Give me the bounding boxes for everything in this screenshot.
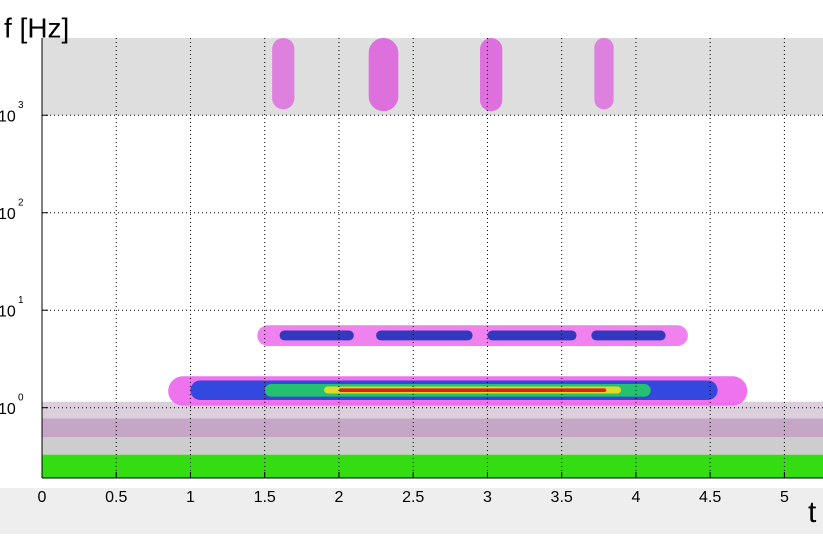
x-tick-label: 0.5 xyxy=(105,489,127,506)
spectral-feature xyxy=(591,330,666,341)
y-tick-exponent: 1 xyxy=(18,295,24,306)
y-tick-label: 10 xyxy=(0,206,16,223)
x-tick-label: 1 xyxy=(186,489,195,506)
spectral-feature xyxy=(42,437,823,455)
x-tick-label: 3 xyxy=(483,489,492,506)
x-tick-label: 0 xyxy=(38,489,47,506)
spectral-feature xyxy=(42,418,823,438)
spectral-feature xyxy=(279,330,354,341)
plot-area xyxy=(42,38,823,478)
spectral-feature xyxy=(487,330,577,341)
y-tick-exponent: 2 xyxy=(18,197,24,208)
spectral-feature xyxy=(338,388,607,392)
y-tick-exponent: 3 xyxy=(18,100,24,111)
y-tick-label: 10 xyxy=(0,108,16,125)
spectral-feature xyxy=(368,38,399,112)
y-tick-label: 10 xyxy=(0,303,16,320)
x-tick-label: 4.5 xyxy=(699,489,721,506)
y-tick-exponent: 0 xyxy=(18,392,24,403)
y-axis-label: f [Hz] xyxy=(4,12,69,43)
x-tick-label: 2.5 xyxy=(402,489,424,506)
spectral-feature xyxy=(272,38,295,110)
spectral-feature xyxy=(480,38,503,112)
spectral-feature xyxy=(42,38,823,116)
spectral-feature xyxy=(42,401,823,419)
x-tick-label: 4 xyxy=(631,489,640,506)
x-tick-label: 1.5 xyxy=(254,489,276,506)
spectral-feature xyxy=(594,38,614,110)
spectral-feature xyxy=(42,454,823,478)
x-tick-label: 5 xyxy=(780,489,789,506)
spectral-feature xyxy=(257,325,688,346)
y-tick-label: 10 xyxy=(0,401,16,418)
x-tick-label: 3.5 xyxy=(551,489,573,506)
footer-background xyxy=(0,488,823,534)
spectral-feature xyxy=(376,330,473,341)
x-tick-label: 2 xyxy=(335,489,344,506)
x-axis-label: t xyxy=(808,496,817,529)
